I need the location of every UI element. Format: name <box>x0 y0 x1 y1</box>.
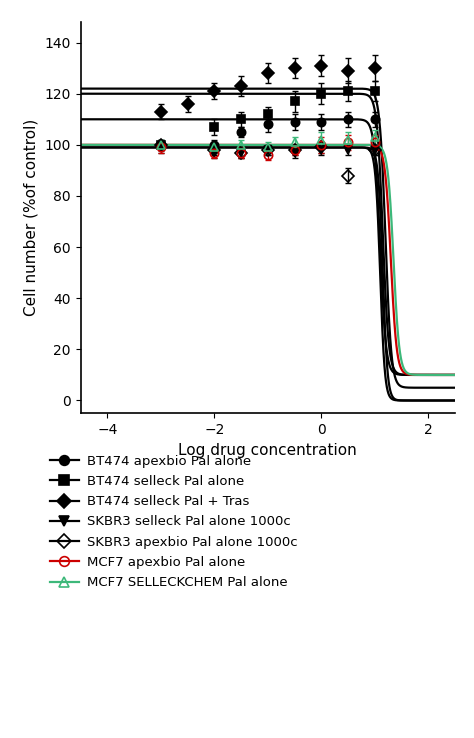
Y-axis label: Cell number (%of control): Cell number (%of control) <box>24 119 39 317</box>
Legend: BT474 apexbio Pal alone, BT474 selleck Pal alone, BT474 selleck Pal + Tras, SKBR: BT474 apexbio Pal alone, BT474 selleck P… <box>45 449 302 595</box>
X-axis label: Log drug concentration: Log drug concentration <box>178 443 357 458</box>
